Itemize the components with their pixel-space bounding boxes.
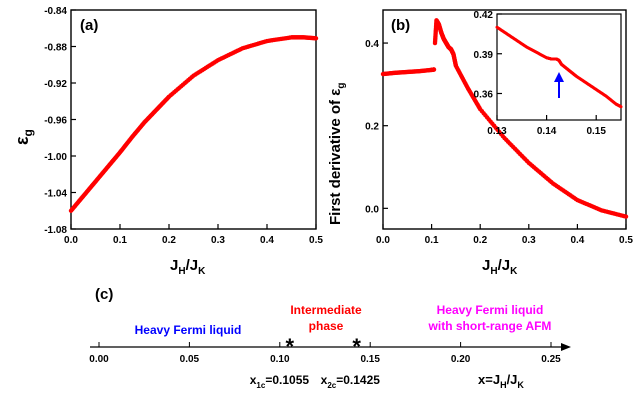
inset-series-0-point — [619, 105, 623, 109]
panel-b-xtick-label: 0.0 — [376, 235, 390, 246]
phase-tick-label: 0.15 — [360, 354, 380, 365]
panel-c-label: (c) — [95, 286, 113, 303]
phase-label: Intermediate phase — [290, 303, 362, 333]
phase-tick-label: 0.05 — [180, 354, 200, 365]
inset-ytick-label: 0.42 — [474, 10, 494, 21]
inset-xtick-label: 0.14 — [537, 126, 557, 137]
phase-tick-label: 0.25 — [541, 354, 561, 365]
panel-b-ylabel: First derivative of εg — [327, 83, 347, 225]
panel-a-frame — [70, 9, 317, 230]
panel-b-xtick-label: 0.3 — [522, 235, 536, 246]
panel-b-xlabel: JH/JK — [482, 257, 518, 277]
panel-a-xtick-label: 0.3 — [211, 235, 225, 246]
panel-b: (b) 0.0 0.1 0.2 0.3 0.4 0.5 0.0 0.2 0.4 First de… — [327, 9, 633, 277]
panel-a-xlabel: JH/JK — [170, 257, 206, 277]
panel-b-inset: 0.13 0.14 0.15 0.36 0.39 0.42 — [474, 10, 623, 137]
panel-a-xtick-label: 0.4 — [260, 235, 274, 246]
inset-frame — [496, 13, 622, 121]
panel-a: (a) 0.0 0.1 0.2 0.3 0.4 0.5 -1.08 -1.04 -1.00 -0.… — [12, 6, 323, 277]
panel-b-ytick-label: 0.0 — [365, 204, 379, 215]
panel-a-xtick-label: 0.2 — [162, 235, 176, 246]
panel-a-ytick-label: -0.84 — [44, 6, 67, 17]
panel-b-series-0-point — [431, 67, 437, 72]
critical-point-star-icon: * — [285, 334, 294, 359]
panel-a-ytick-label: -1.04 — [44, 189, 67, 200]
panel-a-ytick-label: -0.88 — [44, 43, 67, 54]
inset-ytick-label: 0.39 — [474, 50, 494, 61]
phase-tick-label: 0.00 — [89, 354, 109, 365]
inset-xtick-label: 0.15 — [586, 126, 606, 137]
panel-b-xtick-label: 0.5 — [619, 235, 633, 246]
panel-b-frame — [382, 9, 627, 230]
phase-axis-arrowhead — [561, 343, 571, 351]
panel-b-xtick-label: 0.2 — [473, 235, 487, 246]
panel-a-ylabel: εg — [12, 129, 35, 145]
panel-b-label: (b) — [391, 17, 410, 34]
panel-b-series-1-point — [623, 214, 629, 219]
panel-b-xtick-label: 0.4 — [570, 235, 584, 246]
panel-a-xtick-label: 0.1 — [113, 235, 127, 246]
panel-b-xtick-label: 0.1 — [425, 235, 439, 246]
panel-a-label: (a) — [80, 17, 98, 34]
critical-point-label: x2c=0.1425 — [321, 373, 381, 390]
phase-tick-label: 0.10 — [270, 354, 290, 365]
phase-axis-label: x=JH/JK — [478, 372, 524, 390]
panel-a-xtick-label: 0.5 — [309, 235, 323, 246]
critical-point-star-icon: * — [352, 334, 361, 359]
critical-point-label: x1c=0.1055 — [250, 373, 310, 390]
panel-a-ytick-label: -0.96 — [44, 116, 67, 127]
panel-a-ytick-label: -1.08 — [44, 225, 67, 236]
inset-arrow-icon — [554, 72, 564, 82]
panel-a-xtick-label: 0.0 — [64, 235, 78, 246]
inset-xtick-label: 0.13 — [487, 126, 507, 137]
panel-c: (c) 0.00 0.05 0.10 0.15 0.20 0.25 * x1c=0.1055… — [89, 286, 571, 390]
inset-ytick-label: 0.36 — [474, 90, 494, 101]
panel-b-ytick-label: 0.2 — [365, 122, 379, 133]
panel-a-ytick-label: -0.92 — [44, 79, 67, 90]
phase-label: Heavy Fermi liquid with short-range AFM — [428, 303, 552, 333]
panel-b-ytick-label: 0.4 — [365, 39, 379, 50]
panel-a-ytick-label: -1.00 — [44, 152, 67, 163]
phase-label: Heavy Fermi liquid — [135, 323, 242, 337]
panel-a-series-0-point — [313, 36, 319, 41]
phase-tick-label: 0.20 — [451, 354, 471, 365]
